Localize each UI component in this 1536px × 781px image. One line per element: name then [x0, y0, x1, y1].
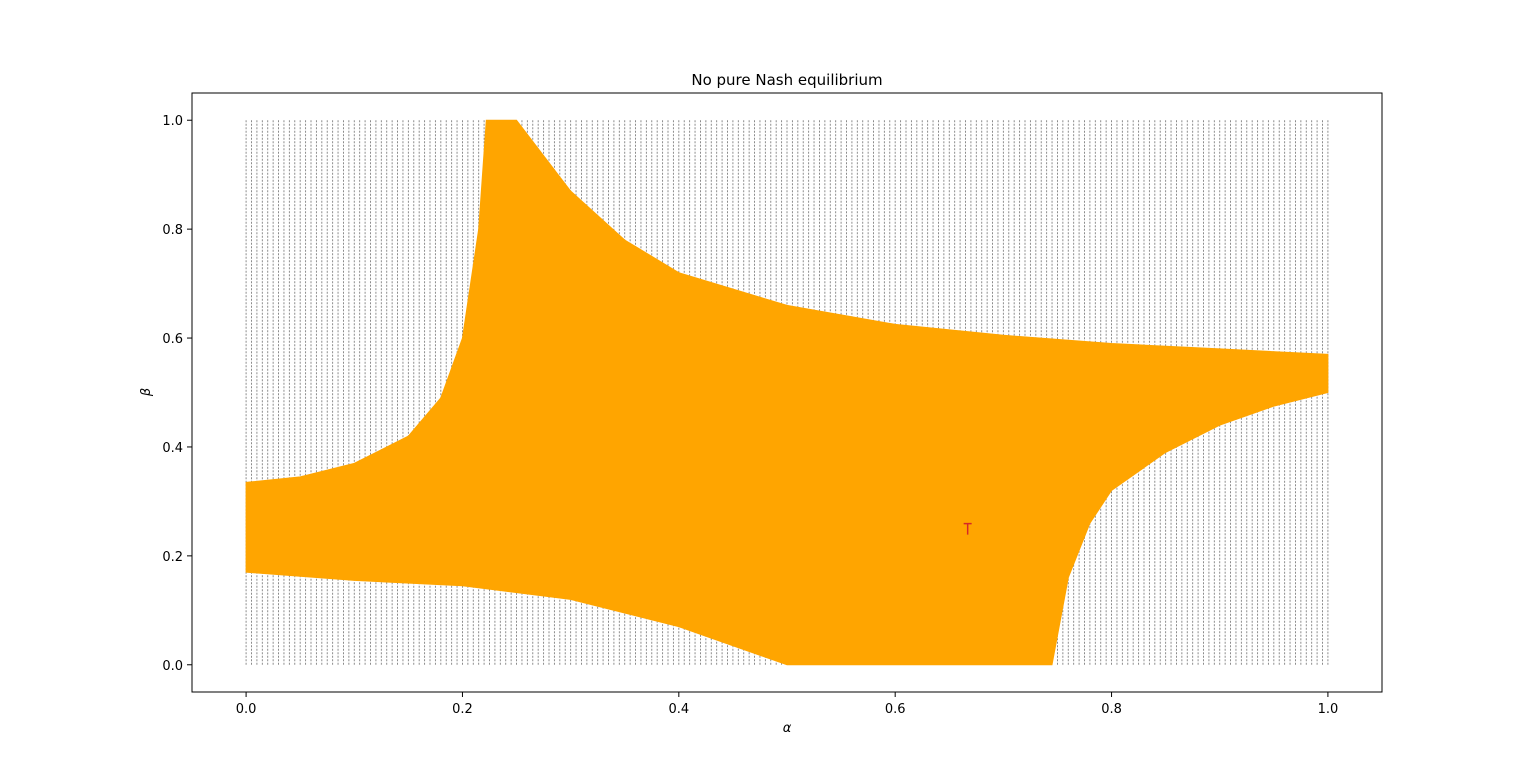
- y-axis: 0.0 0.2 0.4 0.6 0.8 1.0: [162, 114, 192, 674]
- orange-region-layer: [245, 119, 1329, 666]
- y-tick-label: 1.0: [162, 114, 183, 129]
- x-axis-label: α: [783, 721, 792, 736]
- y-tick-label: 0.2: [162, 550, 183, 565]
- x-tick-label: 0.0: [236, 702, 257, 717]
- x-tick-label: 0.8: [1101, 702, 1122, 717]
- marker-layer: [963, 522, 972, 535]
- y-tick-label: 0.8: [162, 223, 183, 238]
- y-axis-label: β: [139, 388, 154, 397]
- x-tick-label: 0.4: [668, 702, 689, 717]
- y-tick-label: 0.0: [162, 659, 183, 674]
- x-tick-label: 0.2: [452, 702, 473, 717]
- x-tick-label: 1.0: [1318, 702, 1339, 717]
- x-tick-label: 0.6: [885, 702, 906, 717]
- y-tick-label: 0.6: [162, 332, 183, 347]
- x-axis: 0.0 0.2 0.4 0.6 0.8 1.0: [236, 692, 1339, 717]
- equilibrium-marker: [963, 522, 972, 535]
- y-tick-label: 0.4: [162, 441, 183, 456]
- orange-region: [245, 119, 1329, 666]
- plot-frame: [191, 92, 1383, 693]
- chart-title: No pure Nash equilibrium: [691, 71, 882, 89]
